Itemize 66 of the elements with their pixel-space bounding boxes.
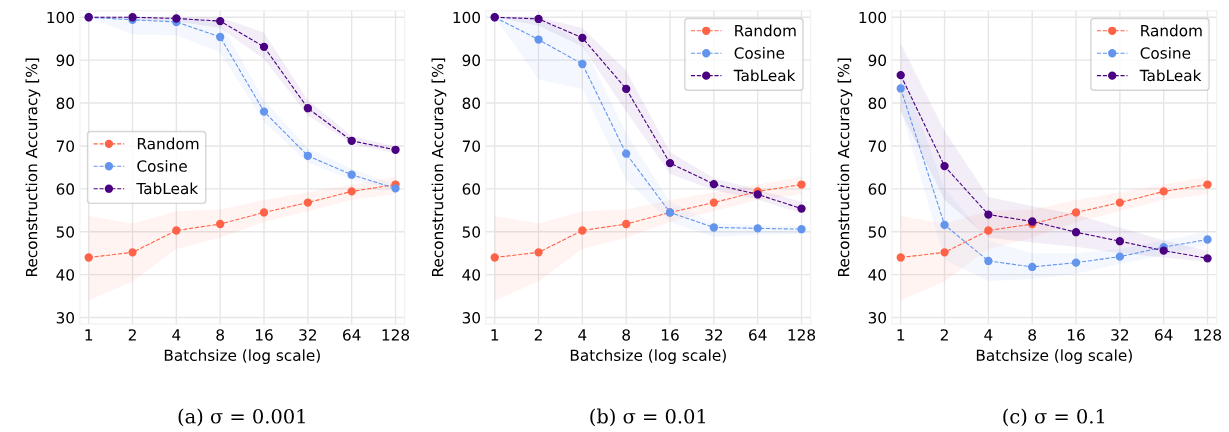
y-axis-title: Reconstruction Accuracy [%] [25, 58, 41, 277]
y-tick-label: 70 [56, 140, 75, 152]
x-tick-label: 64 [343, 329, 361, 341]
x-tick-label: 16 [255, 329, 273, 341]
y-tick-label: 60 [56, 183, 75, 195]
x-tick-label: 16 [1067, 329, 1085, 341]
legend-label: TabLeak [136, 182, 199, 195]
x-tick-label: 8 [622, 329, 631, 341]
x-tick-label: 16 [661, 329, 679, 341]
x-tick-label: 8 [216, 329, 224, 341]
y-tick-label: 30 [868, 312, 887, 324]
x-tick-label: 4 [578, 329, 587, 341]
text: (c) σ = 0.1 [1003, 408, 1105, 427]
x-tick-label: 2 [128, 329, 136, 341]
x-tick-label: 64 [749, 329, 767, 341]
x-tick-label: 2 [534, 329, 542, 341]
y-tick-label: 90 [462, 54, 481, 67]
y-tick-label: 60 [462, 183, 481, 195]
legend-label: TabLeak [1139, 69, 1202, 82]
x-tick-label: 64 [1155, 329, 1173, 341]
legend-label: Random [1141, 24, 1202, 37]
y-tick-label: 40 [462, 269, 481, 281]
x-tick-label: 1 [85, 329, 93, 341]
text: (b) σ = 0.01 [590, 408, 706, 427]
y-tick-label: 90 [868, 54, 887, 67]
x-tick-label: 1 [491, 329, 499, 341]
y-tick-label: 30 [56, 312, 75, 324]
y-tick-label: 40 [56, 269, 75, 281]
x-axis-title: Batchsize (log scale) [976, 349, 1132, 364]
y-tick-label: 50 [868, 226, 887, 238]
x-tick-label: 8 [1028, 329, 1037, 341]
x-tick-label: 32 [705, 329, 723, 341]
y-tick-label: 80 [462, 97, 481, 110]
y-axis-title: Reconstruction Accuracy [%] [837, 58, 853, 277]
y-tick-label: 70 [868, 140, 887, 152]
y-tick-label: 100 [47, 11, 75, 24]
x-tick-label: 4 [984, 329, 993, 341]
y-tick-label: 50 [56, 226, 75, 238]
y-tick-label: 80 [868, 97, 887, 110]
y-axis-title: Reconstruction Accuracy [%] [431, 58, 447, 277]
legend-label: Cosine [1140, 46, 1191, 59]
x-tick-label: 128 [382, 329, 410, 341]
legend-label: TabLeak [733, 69, 796, 82]
x-tick-label: 32 [299, 329, 317, 341]
legend-label: Cosine [137, 160, 187, 172]
x-tick-label: 2 [940, 329, 948, 341]
y-tick-label: 100 [453, 11, 481, 24]
y-tick-label: 50 [462, 226, 481, 238]
x-tick-label: 32 [1111, 329, 1129, 341]
x-tick-label: 1 [897, 329, 905, 341]
x-axis-title: Batchsize (log scale) [164, 349, 320, 364]
legend-label: Cosine [734, 46, 785, 59]
x-tick-label: 128 [788, 329, 816, 341]
y-tick-label: 40 [868, 269, 887, 281]
text: (a) σ = 0.001 [178, 408, 305, 427]
legend-label: Random [137, 137, 199, 150]
y-tick-label: 70 [462, 140, 481, 152]
x-axis-title: Batchsize (log scale) [570, 349, 726, 364]
y-tick-label: 100 [859, 11, 887, 24]
y-tick-label: 80 [56, 97, 75, 110]
y-tick-label: 90 [56, 54, 75, 67]
legend-label: Random [735, 24, 796, 37]
y-tick-label: 30 [462, 312, 481, 324]
x-tick-label: 4 [172, 329, 181, 341]
x-tick-label: 128 [1194, 329, 1222, 341]
y-tick-label: 60 [868, 183, 887, 195]
